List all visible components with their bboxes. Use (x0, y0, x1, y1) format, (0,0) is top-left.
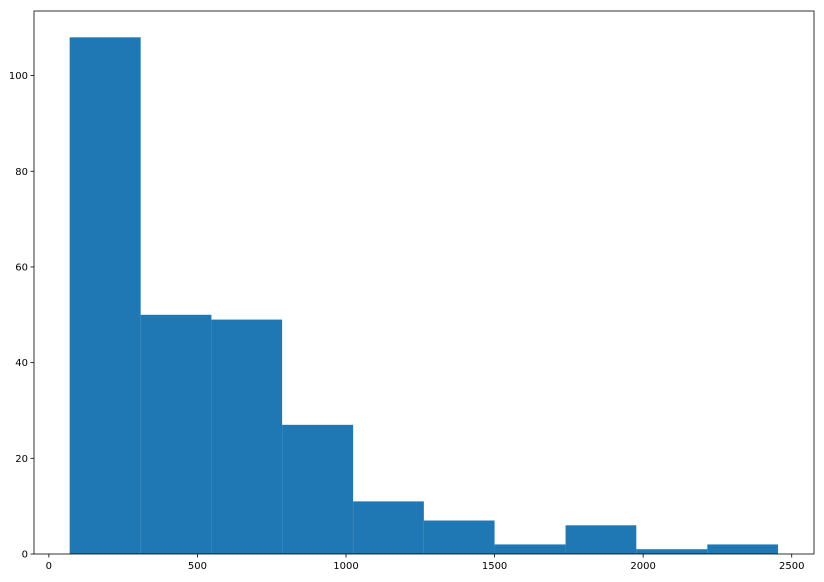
histogram-bar-6 (494, 544, 566, 554)
y-tick-label: 100 (9, 71, 28, 82)
y-tick-label: 80 (15, 167, 28, 178)
histogram-bar-2 (211, 319, 283, 554)
histogram-bar-1 (140, 314, 212, 554)
plot-frame (33, 10, 815, 555)
y-tick-label: 40 (15, 358, 28, 369)
y-tick-label: 0 (22, 550, 28, 561)
histogram-bar-7 (565, 525, 637, 554)
histogram-bar-8 (636, 549, 708, 554)
x-tick-label: 0 (46, 561, 52, 572)
x-tick-label: 1000 (333, 561, 358, 572)
x-tick-label: 2000 (630, 561, 655, 572)
histogram-bar-3 (282, 424, 354, 554)
histogram-bar-5 (423, 520, 495, 554)
x-tick-label: 1500 (482, 561, 507, 572)
x-tick-label: 500 (188, 561, 207, 572)
x-axis: 0 500 1000 1500 2000 2500 (46, 554, 804, 572)
histogram-bar-9 (707, 544, 779, 554)
histogram-bar-4 (353, 501, 424, 554)
bars-group (69, 37, 779, 555)
y-axis: 0 20 40 60 80 100 (9, 71, 34, 561)
y-tick-label: 20 (15, 454, 28, 465)
histogram-bar-0 (69, 37, 141, 555)
x-tick-label: 2500 (779, 561, 804, 572)
y-tick-label: 60 (15, 262, 28, 273)
